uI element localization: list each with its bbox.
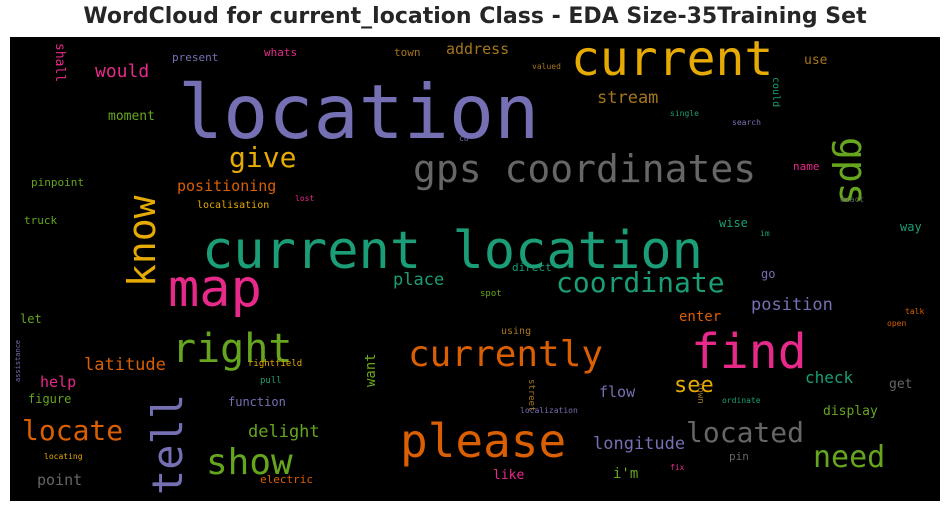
wordcloud-word: point — [37, 471, 82, 489]
wordcloud-word: present — [172, 51, 218, 64]
wordcloud-word: pinpoint — [31, 176, 84, 189]
wordcloud-word: located — [686, 416, 804, 449]
wordcloud-word: address — [446, 40, 509, 58]
wordcloud-word: current — [571, 37, 773, 87]
wordcloud-word: locating — [44, 452, 83, 461]
wordcloud-word: electric — [260, 473, 313, 486]
wordcloud-word: gps — [831, 137, 875, 206]
wordcloud-word: find — [691, 324, 807, 380]
chart-title: WordCloud for current_location Class - E… — [83, 4, 867, 29]
wordcloud-word: spot — [480, 289, 502, 299]
wordcloud-word: gps coordinates — [413, 147, 756, 191]
wordcloud-word: flow — [599, 383, 636, 401]
wordcloud-word: get — [889, 377, 912, 392]
wordcloud-word: latitude — [84, 355, 166, 375]
wordcloud-word: town — [695, 382, 705, 404]
wordcloud-word: function — [228, 395, 286, 409]
wordcloud-word: locate — [22, 414, 123, 447]
wordcloud-canvas: location current location current map please… — [10, 37, 940, 501]
wordcloud-word: use — [804, 53, 828, 68]
wordcloud-word: talk — [905, 307, 924, 316]
wordcloud-word: location — [178, 68, 539, 156]
wordcloud-word: valued — [532, 62, 561, 71]
wordcloud-word: localisation — [197, 200, 269, 211]
wordcloud-word: let — [20, 312, 42, 326]
wordcloud-word: map — [168, 259, 262, 319]
wordcloud-word: im — [760, 229, 770, 238]
wordcloud-word: wise — [719, 216, 748, 230]
wordcloud-word: longitude — [593, 434, 685, 454]
wordcloud-word: figure — [28, 392, 71, 406]
wordcloud-word: show — [206, 442, 293, 483]
wordcloud-word: shall — [52, 43, 67, 82]
wordcloud-word: pin — [729, 450, 749, 463]
wordcloud-word: street — [526, 379, 536, 412]
wordcloud-word: display — [823, 404, 878, 419]
wordcloud-word: could — [770, 77, 781, 107]
wordcloud-word: direct — [512, 261, 552, 274]
wordcloud-word: assistance — [14, 340, 22, 382]
wordcloud-word: help — [40, 373, 76, 391]
wordcloud-word: position — [751, 295, 833, 315]
wordcloud-word: truck — [24, 214, 57, 227]
wordcloud-word: single — [670, 109, 699, 118]
wordcloud-word: give — [229, 141, 296, 174]
wordcloud-word: localization — [520, 406, 578, 415]
wordcloud-word: fix — [670, 463, 685, 472]
wordcloud-word: currently — [408, 334, 603, 375]
wordcloud-word: would — [95, 61, 149, 82]
wordcloud-word: rightfield — [248, 359, 302, 369]
wordcloud-word: name — [793, 160, 820, 173]
wordcloud-word: see — [674, 373, 714, 398]
wordcloud-word: whats — [264, 46, 297, 59]
wordcloud-word: place — [393, 270, 444, 290]
wordcloud-word: delight — [248, 422, 320, 442]
wordcloud-word: moment — [108, 109, 155, 124]
wordcloud-word: coordinate — [556, 266, 725, 299]
wordcloud-word: open — [887, 319, 906, 328]
wordcloud-word: like — [493, 468, 524, 483]
wordcloud-word: go — [761, 267, 775, 281]
wordcloud-word: exact — [840, 195, 864, 204]
wordcloud-word: enter — [679, 309, 721, 325]
wordcloud-word: current location — [202, 221, 703, 281]
wordcloud-word: please — [400, 414, 566, 468]
wordcloud-word: co — [459, 134, 469, 143]
wordcloud-word: town — [394, 46, 421, 59]
wordcloud-word: using — [501, 326, 531, 337]
wordcloud-word: lost — [295, 194, 314, 203]
wordcloud-word: right — [172, 326, 292, 372]
wordcloud-word: positioning — [177, 177, 276, 195]
wordcloud-word: tell — [143, 394, 192, 495]
wordcloud-word: check — [805, 368, 854, 387]
wordcloud-word: pull — [260, 376, 282, 386]
wordcloud-word: ordinate — [722, 396, 761, 405]
wordcloud-svg: location current location current map please… — [14, 37, 924, 495]
wordcloud-word: way — [900, 220, 922, 234]
wordcloud-word: i'm — [613, 466, 638, 482]
wordcloud-word: want — [363, 353, 379, 387]
wordcloud-word: stream — [597, 88, 658, 108]
wordcloud-word: know — [120, 195, 164, 287]
wordcloud-word: search — [732, 118, 761, 127]
wordcloud-word: need — [813, 440, 885, 475]
